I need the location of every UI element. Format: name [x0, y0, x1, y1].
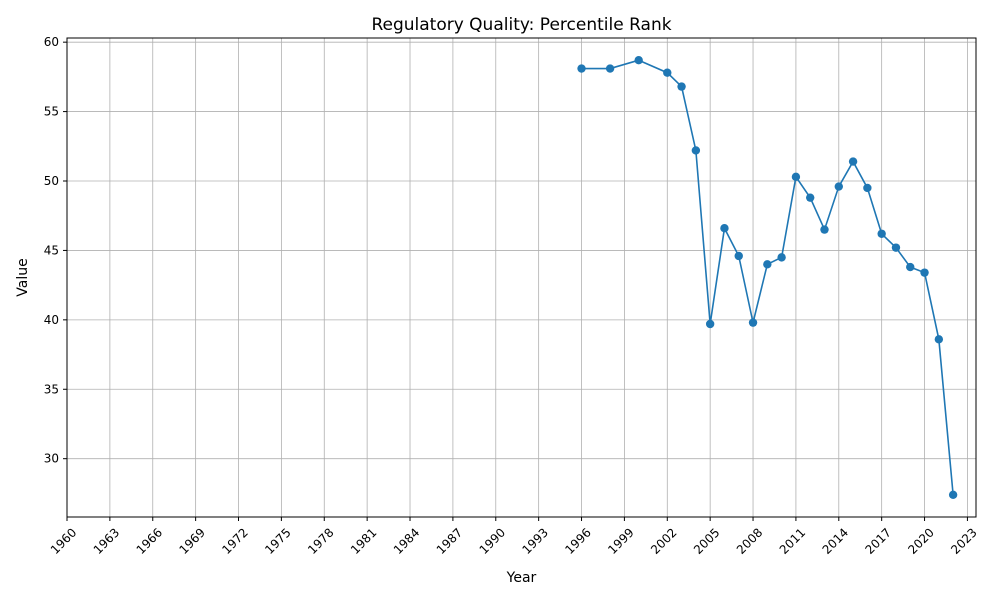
- data-point: [791, 172, 801, 182]
- data-point: [577, 64, 586, 73]
- x-tick-label: 1969: [176, 525, 207, 556]
- data-point: [877, 229, 886, 238]
- x-tick-label: 2005: [691, 525, 722, 556]
- data-point: [906, 262, 915, 272]
- x-tick-label: 1987: [434, 525, 465, 556]
- y-axis-title: Value: [15, 258, 31, 296]
- x-tick-label: 2008: [734, 525, 765, 556]
- x-tick-label: 1963: [91, 525, 122, 556]
- data-point: [763, 260, 772, 269]
- x-axis: 1960 1963 1966 1969 1972 1975 1978 1981 1984 1987…: [48, 517, 980, 557]
- y-tick-label: 40: [44, 313, 59, 327]
- data-point: [834, 182, 843, 191]
- y-tick-label: 45: [44, 243, 59, 257]
- x-tick-label: 1990: [477, 525, 508, 556]
- x-tick-label: 2020: [905, 525, 936, 556]
- series-layer: [577, 56, 958, 499]
- data-point: [634, 56, 643, 65]
- grid-lines: [66, 38, 976, 517]
- x-tick-label: 1999: [605, 525, 636, 556]
- x-tick-label: 1972: [219, 525, 250, 556]
- x-tick-label: 2002: [648, 525, 679, 556]
- data-point: [777, 253, 786, 262]
- x-tick-label: 1996: [562, 525, 593, 556]
- x-axis-title: Year: [506, 570, 537, 586]
- y-tick-label: 35: [44, 382, 59, 396]
- plot-frame: [66, 37, 977, 518]
- x-tick-label: 1981: [348, 525, 379, 556]
- data-point: [934, 335, 944, 344]
- x-tick-label: 2014: [820, 525, 851, 556]
- x-tick-label: 1978: [305, 525, 336, 556]
- y-tick-label: 30: [44, 452, 59, 466]
- y-tick-label: 60: [44, 35, 59, 49]
- x-tick-label: 1993: [519, 525, 550, 556]
- y-axis: 30 35 40 45 50 55 60: [44, 35, 67, 466]
- x-tick-label: 1984: [391, 525, 422, 556]
- data-point: [806, 193, 815, 202]
- x-tick-label: 1975: [262, 525, 293, 556]
- x-tick-label: 2023: [948, 525, 979, 556]
- data-point: [920, 268, 929, 277]
- data-point: [748, 318, 758, 327]
- data-point: [605, 64, 615, 73]
- data-point: [720, 224, 729, 233]
- data-point: [948, 490, 958, 499]
- y-tick-label: 55: [44, 105, 59, 119]
- data-point: [820, 225, 829, 234]
- y-tick-label: 50: [44, 174, 59, 188]
- data-point: [891, 243, 901, 252]
- x-tick-label: 2011: [777, 525, 808, 556]
- x-tick-label: 1966: [134, 525, 165, 556]
- series-line: [581, 59, 954, 495]
- data-point: [663, 68, 672, 77]
- x-tick-label: 1960: [48, 525, 79, 556]
- data-point: [863, 183, 872, 193]
- data-point: [691, 146, 701, 155]
- data-point: [705, 319, 715, 329]
- x-tick-label: 2017: [863, 525, 894, 556]
- data-point: [734, 251, 743, 261]
- chart-title: Regulatory Quality: Percentile Rank: [371, 15, 671, 35]
- data-point: [848, 157, 858, 166]
- data-point: [677, 82, 686, 91]
